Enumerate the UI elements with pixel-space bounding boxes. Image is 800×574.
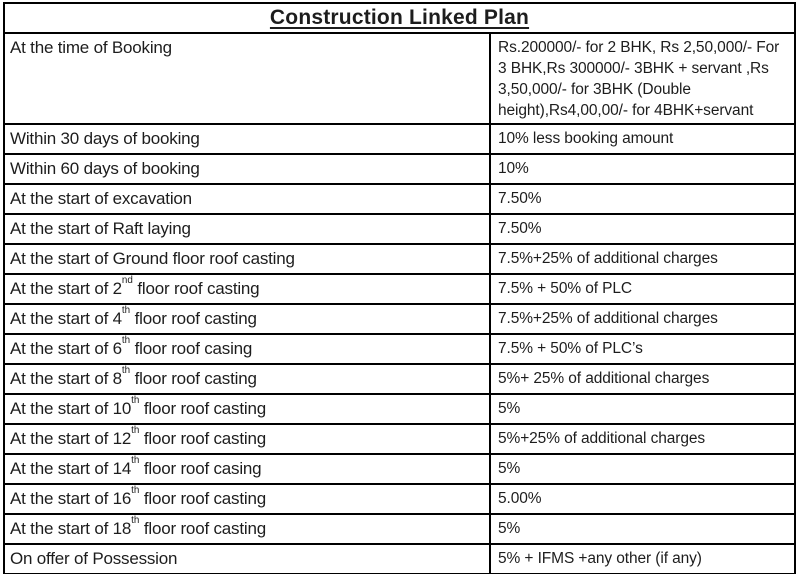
- milestone-cell: At the start of 14th floor roof casing: [3, 453, 491, 485]
- ordinal-superscript: th: [131, 454, 140, 466]
- table-row: At the start of excavation 7.50%: [3, 183, 796, 215]
- payment-cell: 7.5% + 50% of PLC’s: [489, 333, 796, 365]
- table-row: At the start of 18th floor roof casting …: [3, 513, 796, 545]
- milestone-cell: Within 60 days of booking: [3, 153, 491, 185]
- ordinal-superscript: th: [121, 304, 131, 316]
- table-row: At the start of 8th floor roof casting 5…: [3, 363, 796, 395]
- table-row: Within 60 days of booking 10%: [3, 153, 796, 185]
- payment-cell: 5.00%: [489, 483, 796, 515]
- table-row: At the start of 12th floor roof casting …: [3, 423, 796, 455]
- table-row: At the start of 14th floor roof casing 5…: [3, 453, 796, 485]
- payment-cell: 5%: [489, 513, 796, 545]
- table-body: At the time of Booking Rs.200000/- for 2…: [3, 32, 796, 574]
- ordinal-superscript: th: [121, 364, 131, 376]
- milestone-cell: At the start of 8th floor roof casting: [3, 363, 491, 395]
- milestone-cell: At the start of 4th floor roof casting: [3, 303, 491, 335]
- construction-linked-plan-table: Construction Linked Plan At the time of …: [3, 2, 796, 574]
- table-title-text: Construction Linked Plan: [269, 5, 530, 29]
- milestone-cell: On offer of Possession: [3, 543, 491, 574]
- ordinal-superscript: th: [131, 394, 140, 406]
- table-row: At the time of Booking Rs.200000/- for 2…: [3, 32, 796, 125]
- table-title: Construction Linked Plan: [3, 2, 796, 34]
- payment-cell: 10%: [489, 153, 796, 185]
- table-row: At the start of 6th floor roof casing 7.…: [3, 333, 796, 365]
- table-row: At the start of 16th floor roof casting …: [3, 483, 796, 515]
- ordinal-superscript: nd: [121, 274, 133, 286]
- ordinal-superscript: th: [131, 514, 140, 526]
- table-row: At the start of Raft laying 7.50%: [3, 213, 796, 245]
- table-row: On offer of Possession 5% + IFMS +any ot…: [3, 543, 796, 574]
- milestone-cell: At the start of excavation: [3, 183, 491, 215]
- payment-cell: 5%+25% of additional charges: [489, 423, 796, 455]
- payment-cell: 7.5% + 50% of PLC: [489, 273, 796, 305]
- ordinal-superscript: th: [131, 484, 140, 496]
- ordinal-superscript: th: [131, 424, 140, 436]
- milestone-cell: At the start of 16th floor roof casting: [3, 483, 491, 515]
- payment-cell: 7.50%: [489, 183, 796, 215]
- milestone-cell: At the start of 6th floor roof casing: [3, 333, 491, 365]
- table-row: At the start of Ground floor roof castin…: [3, 243, 796, 275]
- milestone-cell: At the start of 2nd floor roof casting: [3, 273, 491, 305]
- table-row: At the start of 4th floor roof casting 7…: [3, 303, 796, 335]
- table-row: At the start of 2nd floor roof casting 7…: [3, 273, 796, 305]
- milestone-cell: At the start of 12th floor roof casting: [3, 423, 491, 455]
- milestone-cell: At the start of Raft laying: [3, 213, 491, 245]
- payment-cell: 10% less booking amount: [489, 123, 796, 155]
- payment-cell: 5%+ 25% of additional charges: [489, 363, 796, 395]
- table-header: Construction Linked Plan: [3, 2, 796, 34]
- payment-cell: Rs.200000/- for 2 BHK, Rs 2,50,000/- For…: [489, 32, 796, 125]
- title-row: Construction Linked Plan: [3, 2, 796, 34]
- milestone-cell: At the start of Ground floor roof castin…: [3, 243, 491, 275]
- payment-cell: 7.5%+25% of additional charges: [489, 243, 796, 275]
- milestone-cell: At the start of 10th floor roof casting: [3, 393, 491, 425]
- milestone-cell: At the start of 18th floor roof casting: [3, 513, 491, 545]
- payment-cell: 7.5%+25% of additional charges: [489, 303, 796, 335]
- payment-cell: 7.50%: [489, 213, 796, 245]
- payment-cell: 5%: [489, 393, 796, 425]
- payment-cell: 5% + IFMS +any other (if any): [489, 543, 796, 574]
- payment-cell: 5%: [489, 453, 796, 485]
- table-row: At the start of 10th floor roof casting …: [3, 393, 796, 425]
- table-row: Within 30 days of booking 10% less booki…: [3, 123, 796, 155]
- milestone-cell: At the time of Booking: [3, 32, 491, 125]
- milestone-cell: Within 30 days of booking: [3, 123, 491, 155]
- ordinal-superscript: th: [121, 334, 131, 346]
